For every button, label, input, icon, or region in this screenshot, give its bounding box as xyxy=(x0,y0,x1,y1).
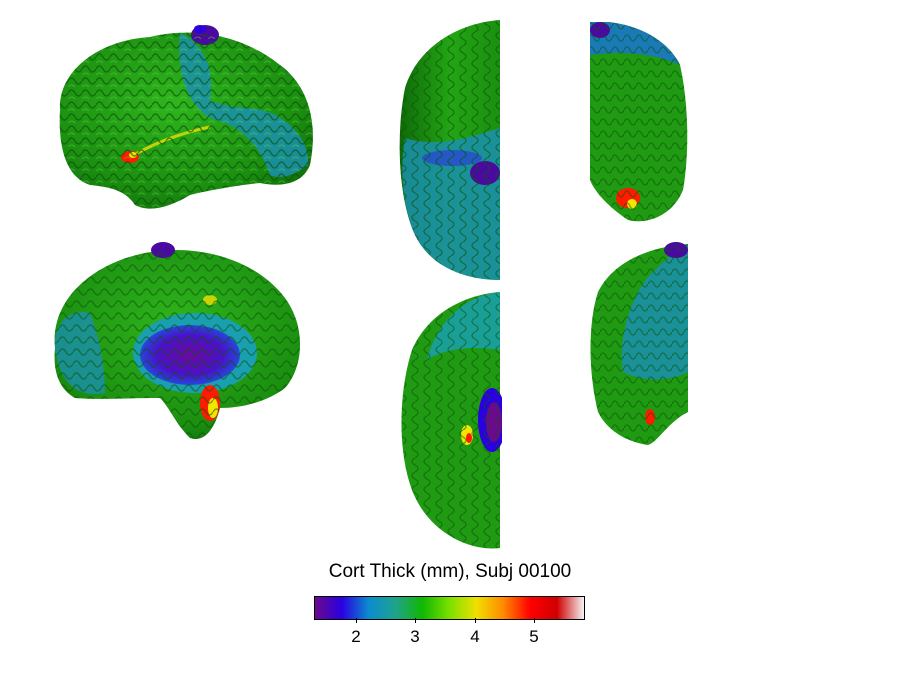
brain-view-medial xyxy=(45,238,325,448)
colorbar-tick xyxy=(356,618,357,623)
colorbar-tick xyxy=(475,618,476,623)
brain-view-superior xyxy=(397,18,502,283)
colorbar xyxy=(314,596,585,620)
brain-view-inferior xyxy=(397,290,502,552)
colorbar-tick-label: 3 xyxy=(410,627,420,646)
colorbar-tick xyxy=(534,618,535,623)
colorbar-tick-label: 2 xyxy=(351,627,361,646)
colorbar-title: Cort Thick (mm), Subj 00100 xyxy=(328,561,572,582)
brain-view-posterior xyxy=(588,242,693,447)
brain-view-anterior xyxy=(588,20,693,225)
colorbar-tick-label: 5 xyxy=(529,627,539,646)
brain-view-lateral xyxy=(40,15,325,225)
colorbar-tick-label: 4 xyxy=(470,627,480,646)
colorbar-tick xyxy=(415,618,416,623)
